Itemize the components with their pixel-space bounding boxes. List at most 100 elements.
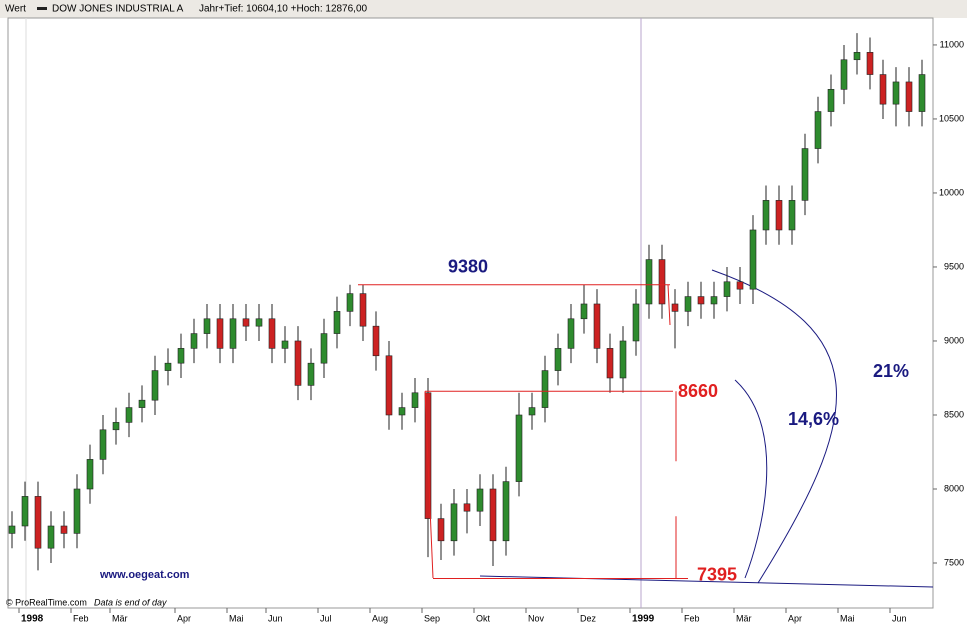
x-tick-label: Mai [840,613,855,623]
y-tick-label: 10000 [939,187,964,197]
candle-body [281,340,289,349]
x-tick-label: Mär [736,613,752,623]
candle-body [528,407,536,416]
connector [734,379,768,579]
candle-body [697,296,705,305]
y-tick-label: 9500 [944,261,964,271]
candle-body [125,407,133,423]
x-tick-label: Jun [268,613,283,623]
candle-body [255,318,263,327]
candle-body [8,525,16,534]
x-tick-label: Nov [528,613,545,623]
candle-body [463,503,471,512]
candle-body [86,459,94,490]
x-tick-label: Okt [476,613,491,623]
candle-body [320,333,328,364]
candle-body [580,303,588,320]
candle-body [307,362,315,386]
candle-body [801,148,809,201]
legend-swatch [37,7,47,10]
x-tick-label: Jun [892,613,907,623]
annotation: 21% [873,361,909,381]
x-tick-label: Jul [320,613,332,623]
candle-body [892,81,900,105]
candle-body [164,362,172,371]
candle-body [632,303,640,342]
candle-body [203,318,211,334]
x-tick-label: Dez [580,613,597,623]
y-tick-label: 10500 [939,113,964,123]
candle-body [749,229,757,290]
candle-body [840,59,848,90]
candle-body [346,293,354,312]
y-tick-label: 8500 [944,409,964,419]
candle-body [684,296,692,312]
candle-body [905,81,913,112]
candle-body [99,429,107,460]
candle-body [593,303,601,349]
x-tick-label: Feb [73,613,89,623]
x-tick-label: Feb [684,613,700,623]
annotation: 9380 [448,256,488,276]
candle-body [73,488,81,534]
annotation: 14,6% [788,409,839,429]
y-tick-label: 8000 [944,483,964,493]
annotation: 8660 [678,381,718,401]
candle-body [372,325,380,357]
candle-body [359,293,367,327]
candle-body [502,481,510,542]
x-tick-label: Apr [177,613,191,623]
candle-body [762,200,770,231]
candle-body [398,407,406,416]
x-tick-label: Aug [372,613,388,623]
candle-body [918,74,926,112]
candle-body [541,370,549,408]
x-tick-label: 1998 [21,614,44,625]
y-tick-label: 11000 [940,39,964,49]
y-tick-label: 9000 [944,335,964,345]
x-tick-label: Mai [229,613,244,623]
plot-frame [7,17,934,609]
candle-body [489,488,497,542]
candle-body [658,259,666,305]
candle-body [60,525,68,534]
connector [711,269,837,584]
annotation: 7395 [697,564,737,584]
watermark: www.oegeat.com [99,569,190,581]
header-info: Jahr+Tief: 10604,10 +Hoch: 12876,00 [199,4,368,15]
source: © ProRealTime.com [6,597,87,607]
candle-body [138,399,146,408]
candle-body [34,496,42,549]
candle-body [879,74,887,105]
connector [479,575,934,588]
candle-body [112,422,120,431]
candle-body [450,503,458,542]
candle-body [294,340,302,386]
candle-body [229,318,237,349]
y-tick-label: 7500 [944,557,964,567]
candle-body [515,414,523,482]
candle-body [476,488,484,512]
candle-body [619,340,627,379]
header-label: Wert [5,4,26,15]
candle-body [385,355,393,416]
note: Data is end of day [94,597,167,607]
candle-body [788,200,796,231]
candle-body [710,296,718,305]
candle-body [554,348,562,371]
candle-body [411,392,419,408]
range-line [667,284,671,326]
candle-body [645,259,653,305]
candle-body [190,333,198,349]
candle-body [606,348,614,379]
legend-entry: DOW JONES INDUSTRIAL A [52,4,184,15]
candle-body [814,111,822,149]
candle-body [268,318,276,349]
candle-body [47,525,55,549]
candle-body [671,303,679,312]
candle-body [723,281,731,297]
candle-body [775,200,783,231]
candle-body [242,318,250,327]
